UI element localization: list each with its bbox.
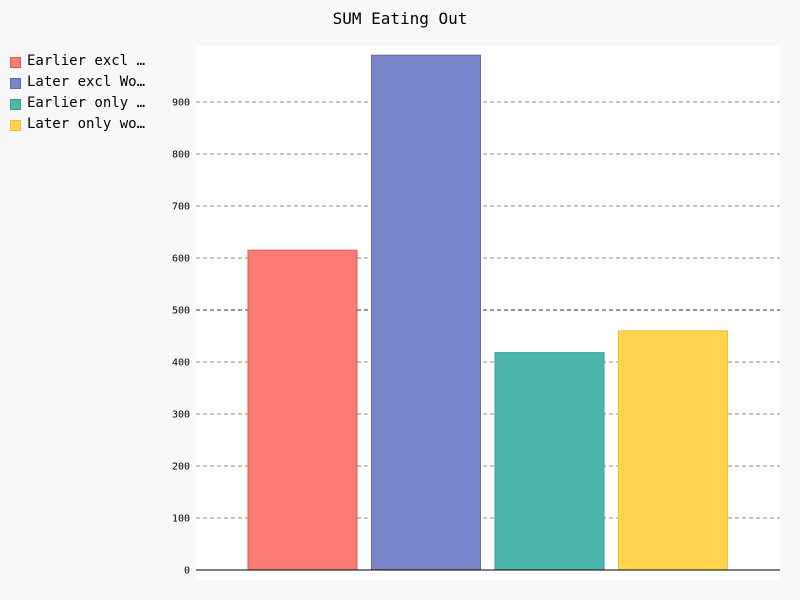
legend-swatch (10, 120, 21, 131)
legend-item[interactable]: Earlier excl w… (10, 52, 150, 73)
bar (371, 54, 481, 571)
y-tick-label: 200 (172, 462, 190, 473)
y-tick-label: 900 (172, 98, 190, 109)
y-tick-label: 400 (172, 358, 190, 369)
legend-swatch (10, 78, 21, 89)
y-tick-label: 800 (172, 150, 190, 161)
y-tick-label: 500 (172, 306, 190, 317)
bar (494, 352, 605, 571)
y-tick-label: 300 (172, 410, 190, 421)
chart-title: SUM Eating Out (332, 9, 468, 28)
bar (247, 249, 358, 571)
legend-item[interactable]: Later excl Work (10, 73, 150, 94)
legend-item[interactable]: Later only work (10, 115, 150, 136)
y-tick-label: 100 (172, 514, 190, 525)
legend-swatch (10, 57, 21, 68)
legend-swatch (10, 99, 21, 110)
bar (618, 330, 728, 571)
legend: Earlier excl w… Later excl Work Earlier … (10, 52, 150, 136)
legend-item[interactable]: Earlier only w… (10, 94, 150, 115)
y-tick-label: 0 (184, 566, 190, 577)
y-tick-label: 700 (172, 202, 190, 213)
y-tick-label: 600 (172, 254, 190, 265)
